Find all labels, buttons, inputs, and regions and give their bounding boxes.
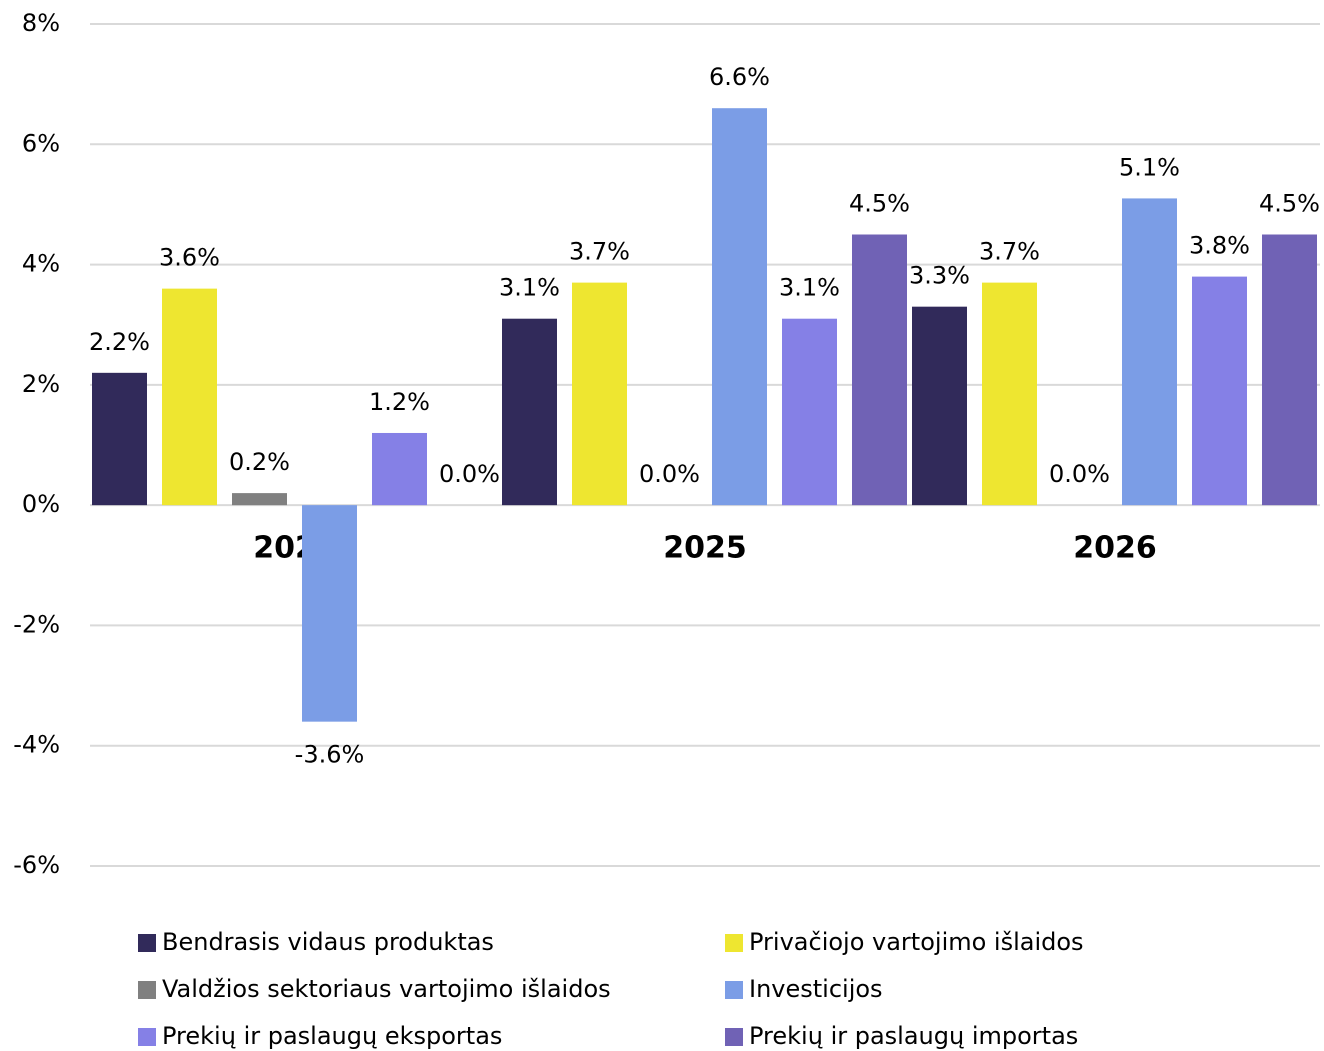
bar	[92, 372, 147, 506]
legend-label: Bendrasis vidaus produktas	[162, 928, 494, 956]
legend-swatch	[725, 1028, 743, 1046]
data-label: 3.8%	[1189, 232, 1250, 260]
data-label: 1.2%	[369, 388, 430, 416]
x-tick-label: 2026	[1073, 531, 1157, 566]
data-label: 4.5%	[1259, 190, 1320, 218]
data-label: -3.6%	[295, 741, 365, 769]
bar	[852, 234, 907, 506]
data-label: 6.6%	[709, 63, 770, 91]
data-label: 4.5%	[849, 190, 910, 218]
legend-label: Prekių ir paslaugų eksportas	[162, 1022, 502, 1050]
bar	[232, 493, 287, 506]
x-tick-label: 2025	[663, 531, 747, 566]
data-label: 3.1%	[779, 274, 840, 302]
data-label: 0.0%	[439, 460, 500, 488]
bar	[572, 282, 627, 506]
legend-swatch	[725, 934, 743, 952]
data-label: 3.7%	[569, 238, 630, 266]
legend-label: Valdžios sektoriaus vartojimo išlaidos	[162, 975, 611, 1003]
bar	[502, 318, 557, 506]
data-label: 5.1%	[1119, 153, 1180, 181]
data-label: 0.0%	[639, 460, 700, 488]
y-tick-label: 0%	[22, 490, 60, 518]
legend-label: Investicijos	[749, 975, 883, 1003]
data-label: 3.6%	[159, 244, 220, 272]
data-label: 0.0%	[1049, 460, 1110, 488]
bar	[1262, 234, 1317, 506]
data-label: 3.1%	[499, 274, 560, 302]
legend-swatch	[138, 934, 156, 952]
y-tick-label: 2%	[22, 370, 60, 398]
data-label: 3.7%	[979, 238, 1040, 266]
y-tick-label: -2%	[13, 610, 60, 638]
data-label: 0.2%	[229, 448, 290, 476]
y-tick-label: 4%	[22, 250, 60, 278]
bar	[712, 108, 767, 506]
bar	[1122, 198, 1177, 506]
y-tick-label: -4%	[13, 731, 60, 759]
legend-swatch	[138, 1028, 156, 1046]
y-tick-label: 6%	[22, 129, 60, 157]
bar	[1192, 276, 1247, 506]
bar	[372, 432, 427, 506]
y-tick-label: -6%	[13, 851, 60, 879]
legend-swatch	[725, 981, 743, 999]
data-label: 2.2%	[89, 328, 150, 356]
bar	[912, 306, 967, 506]
data-label: 3.3%	[909, 262, 970, 290]
legend-label: Privačiojo vartojimo išlaidos	[749, 928, 1084, 956]
y-tick-label: 8%	[22, 9, 60, 37]
bar	[162, 288, 217, 506]
legend-label: Prekių ir paslaugų importas	[749, 1022, 1078, 1050]
bar	[302, 505, 357, 722]
bar	[782, 318, 837, 506]
bar	[982, 282, 1037, 506]
legend-swatch	[138, 981, 156, 999]
